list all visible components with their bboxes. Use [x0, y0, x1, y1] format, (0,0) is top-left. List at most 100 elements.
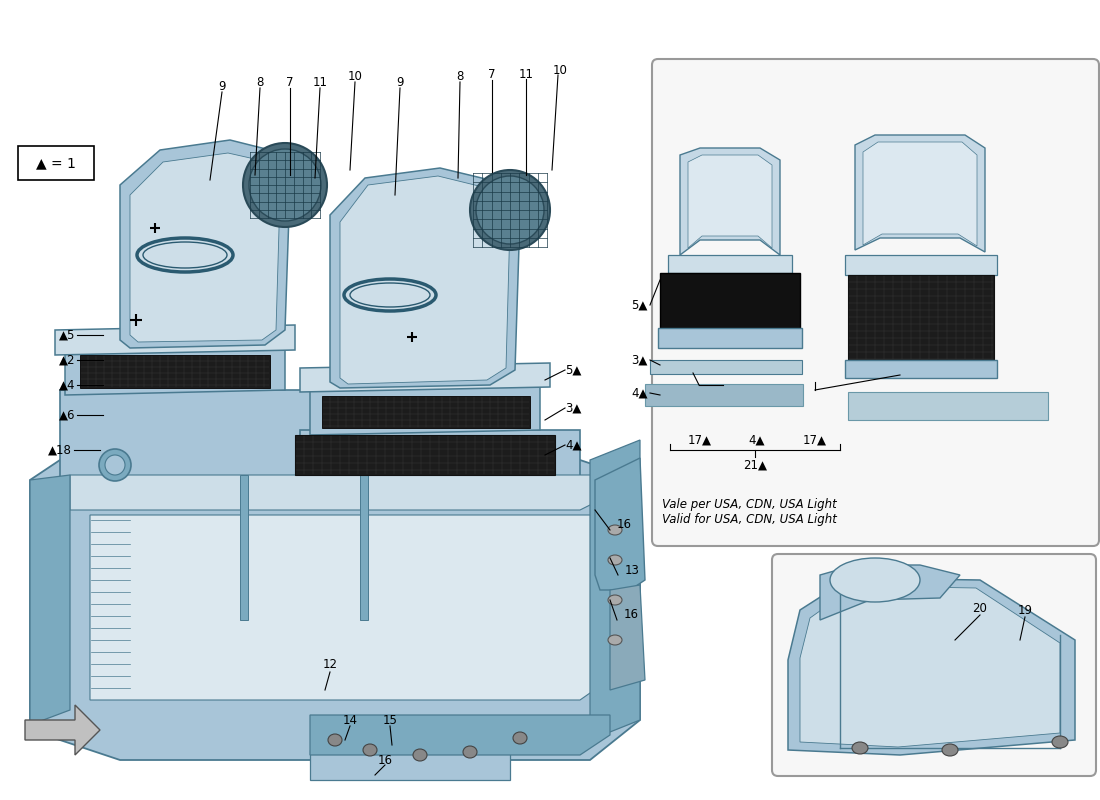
Text: a parts for parts since 1994: a parts for parts since 1994: [147, 604, 473, 696]
Polygon shape: [360, 475, 368, 620]
Polygon shape: [30, 460, 640, 760]
Text: ▲ = 1: ▲ = 1: [36, 156, 76, 170]
Bar: [658, 328, 802, 348]
Ellipse shape: [363, 744, 377, 756]
Bar: [848, 275, 994, 360]
Text: 8: 8: [456, 70, 464, 83]
Bar: [848, 392, 1048, 420]
Text: ▲18: ▲18: [48, 443, 72, 457]
Text: 11: 11: [312, 77, 328, 90]
Text: 21▲: 21▲: [742, 458, 767, 471]
Polygon shape: [688, 155, 772, 248]
Text: 3▲: 3▲: [631, 354, 648, 366]
Polygon shape: [240, 475, 248, 620]
Polygon shape: [820, 565, 960, 620]
Bar: [322, 396, 530, 428]
Ellipse shape: [104, 455, 125, 475]
Text: 10: 10: [552, 63, 568, 77]
Ellipse shape: [513, 732, 527, 744]
Polygon shape: [800, 586, 1060, 747]
Text: 15: 15: [383, 714, 397, 726]
Text: Vale per USA, CDN, USA Light
Valid for USA, CDN, USA Light: Vale per USA, CDN, USA Light Valid for U…: [662, 498, 837, 526]
Ellipse shape: [470, 170, 550, 250]
Polygon shape: [25, 705, 100, 755]
Ellipse shape: [99, 449, 131, 481]
Polygon shape: [300, 363, 550, 392]
Polygon shape: [300, 430, 580, 490]
Polygon shape: [855, 135, 984, 252]
Ellipse shape: [608, 525, 622, 535]
Text: 5▲: 5▲: [565, 363, 582, 377]
Bar: [295, 435, 556, 475]
Text: 17▲: 17▲: [688, 434, 712, 446]
Polygon shape: [60, 390, 370, 490]
Polygon shape: [330, 168, 520, 388]
Bar: [650, 360, 802, 374]
Polygon shape: [120, 140, 290, 348]
Polygon shape: [590, 440, 640, 740]
Text: 3▲: 3▲: [565, 402, 582, 414]
FancyBboxPatch shape: [18, 146, 94, 180]
Text: 9: 9: [218, 81, 226, 94]
Polygon shape: [680, 148, 780, 255]
Polygon shape: [610, 585, 645, 690]
Polygon shape: [310, 750, 510, 780]
Polygon shape: [310, 385, 540, 435]
Ellipse shape: [830, 558, 920, 602]
Text: ▲6: ▲6: [58, 409, 75, 422]
FancyBboxPatch shape: [652, 59, 1099, 546]
Text: 16: 16: [624, 609, 639, 622]
Ellipse shape: [852, 742, 868, 754]
Text: 16: 16: [377, 754, 393, 766]
Polygon shape: [340, 176, 510, 384]
Polygon shape: [90, 515, 630, 700]
Bar: [645, 384, 803, 406]
Polygon shape: [788, 578, 1075, 755]
Ellipse shape: [463, 746, 477, 758]
Ellipse shape: [412, 749, 427, 761]
Text: 9: 9: [396, 77, 404, 90]
Ellipse shape: [608, 555, 622, 565]
Polygon shape: [70, 475, 620, 510]
Text: 11: 11: [518, 67, 534, 81]
Ellipse shape: [942, 744, 958, 756]
Text: europes: europes: [87, 473, 433, 687]
Ellipse shape: [608, 595, 622, 605]
Text: 10: 10: [348, 70, 362, 83]
Text: 4▲: 4▲: [631, 386, 648, 399]
Ellipse shape: [608, 635, 622, 645]
Ellipse shape: [328, 734, 342, 746]
Text: ▲5: ▲5: [58, 329, 75, 342]
Polygon shape: [864, 142, 977, 246]
Text: 20: 20: [972, 602, 988, 614]
Polygon shape: [30, 475, 70, 725]
Polygon shape: [65, 345, 285, 395]
Polygon shape: [55, 325, 295, 355]
Bar: [660, 273, 800, 328]
Text: 14: 14: [342, 714, 358, 726]
Text: 12: 12: [322, 658, 338, 671]
Bar: [80, 355, 270, 388]
Text: 17▲: 17▲: [803, 434, 827, 446]
Bar: [668, 255, 792, 273]
Text: 7: 7: [488, 69, 496, 82]
Polygon shape: [310, 715, 610, 755]
Text: ▲4: ▲4: [58, 378, 75, 391]
Ellipse shape: [243, 143, 327, 227]
Text: ▲2: ▲2: [58, 354, 75, 366]
Text: 4▲: 4▲: [749, 434, 766, 446]
Polygon shape: [130, 153, 280, 342]
Text: 16: 16: [617, 518, 632, 531]
Text: 13: 13: [625, 563, 640, 577]
Text: 5▲: 5▲: [631, 298, 648, 311]
Bar: [845, 255, 997, 275]
FancyBboxPatch shape: [772, 554, 1096, 776]
Ellipse shape: [1052, 736, 1068, 748]
Ellipse shape: [249, 149, 321, 221]
Text: 19: 19: [1018, 603, 1033, 617]
Ellipse shape: [476, 176, 544, 244]
Bar: [845, 360, 997, 378]
Polygon shape: [595, 458, 645, 590]
Text: 4▲: 4▲: [565, 438, 582, 451]
Text: 7: 7: [286, 77, 294, 90]
